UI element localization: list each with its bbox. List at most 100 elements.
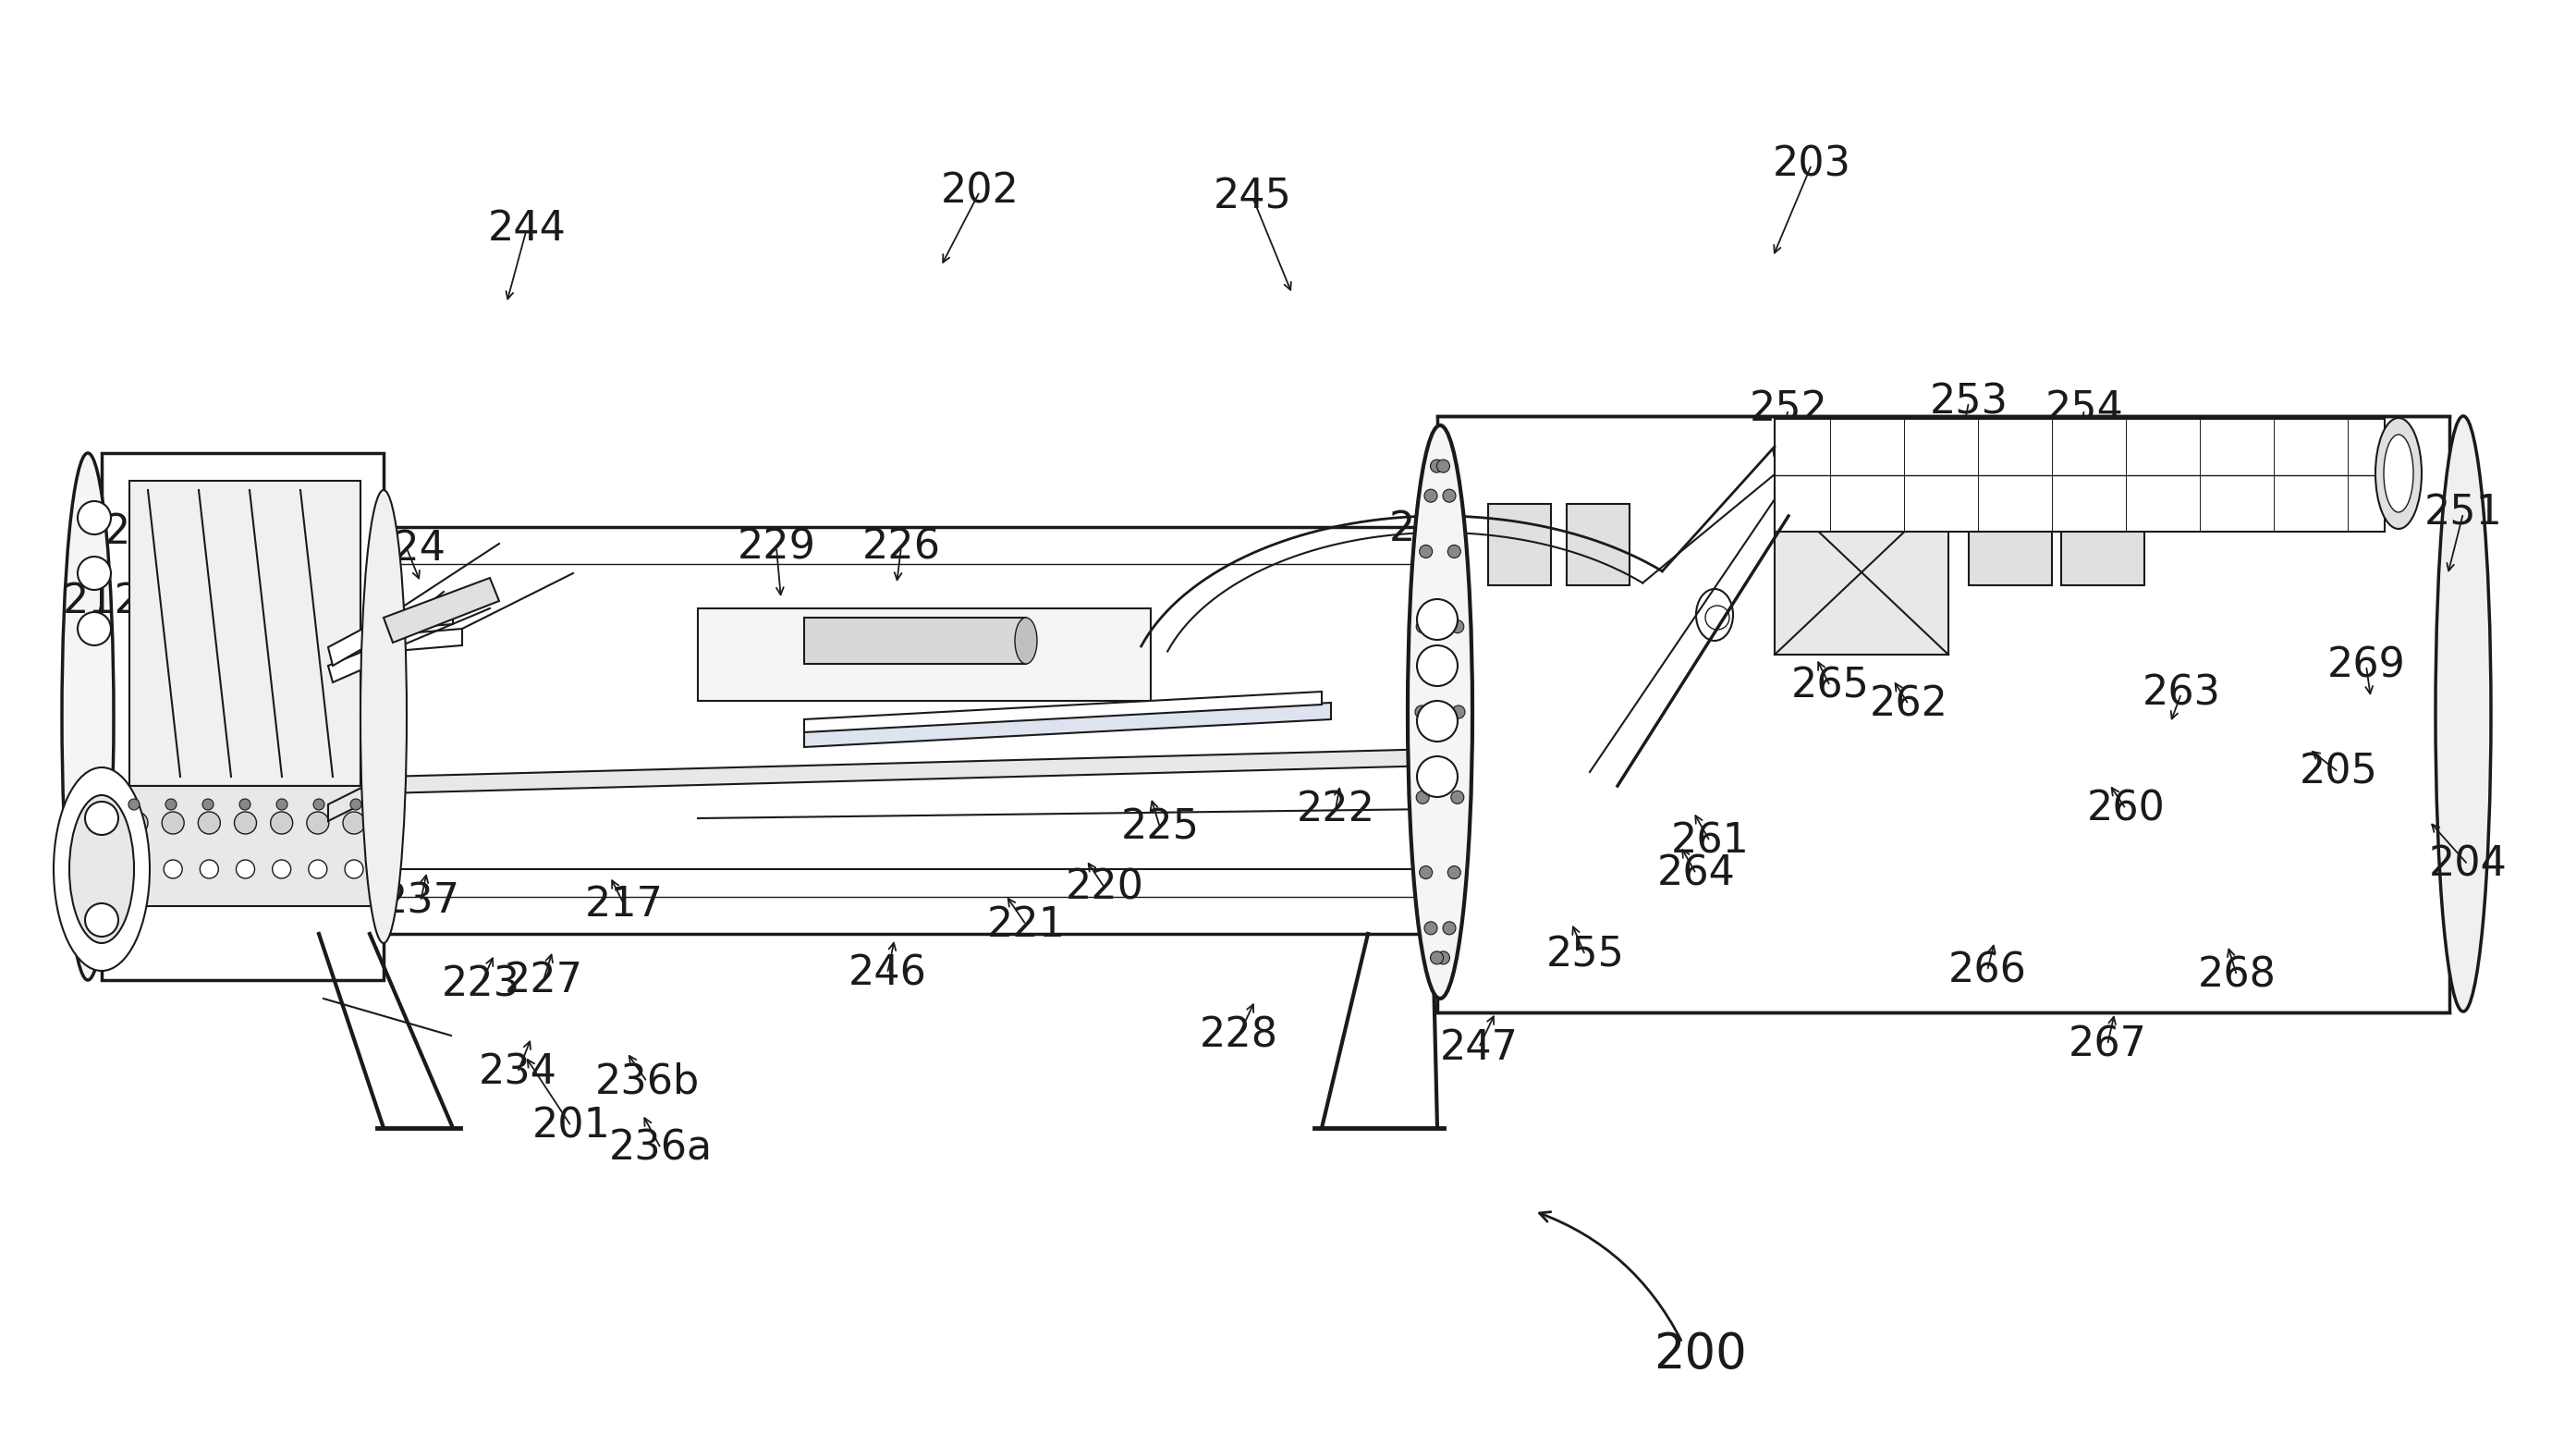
- Polygon shape: [384, 527, 1437, 933]
- Text: 228: 228: [1200, 1016, 1278, 1055]
- Ellipse shape: [1425, 489, 1437, 502]
- Ellipse shape: [201, 860, 219, 878]
- Ellipse shape: [1448, 865, 1461, 878]
- Ellipse shape: [204, 799, 214, 810]
- Ellipse shape: [77, 612, 111, 645]
- Text: 263: 263: [2143, 673, 2221, 713]
- Ellipse shape: [126, 812, 147, 833]
- Ellipse shape: [54, 767, 149, 971]
- Ellipse shape: [1453, 706, 1466, 718]
- Polygon shape: [1775, 418, 2385, 531]
- Ellipse shape: [85, 802, 118, 835]
- Ellipse shape: [1425, 922, 1437, 935]
- Ellipse shape: [314, 799, 325, 810]
- Text: 224: 224: [368, 528, 446, 569]
- Ellipse shape: [237, 860, 255, 878]
- Text: 244: 244: [487, 208, 567, 249]
- Ellipse shape: [129, 860, 147, 878]
- Ellipse shape: [1417, 792, 1430, 803]
- Ellipse shape: [1417, 599, 1458, 640]
- Ellipse shape: [1443, 489, 1455, 502]
- Ellipse shape: [240, 799, 250, 810]
- Polygon shape: [804, 692, 1321, 732]
- Text: 252: 252: [1749, 389, 1829, 430]
- Polygon shape: [1775, 491, 1947, 654]
- Ellipse shape: [234, 812, 258, 833]
- Text: 225: 225: [1121, 807, 1200, 848]
- Text: 236a: 236a: [608, 1129, 714, 1168]
- Ellipse shape: [1443, 922, 1455, 935]
- Text: 202: 202: [940, 172, 1020, 211]
- Text: 255: 255: [1546, 935, 1625, 975]
- Text: 210: 210: [178, 757, 258, 796]
- Polygon shape: [1489, 504, 1551, 585]
- Ellipse shape: [273, 860, 291, 878]
- Text: 237: 237: [381, 881, 461, 922]
- Ellipse shape: [361, 491, 407, 943]
- Ellipse shape: [2383, 434, 2414, 512]
- Ellipse shape: [165, 799, 178, 810]
- Polygon shape: [327, 629, 461, 683]
- Ellipse shape: [165, 860, 183, 878]
- Polygon shape: [1437, 417, 2450, 1013]
- Text: 265: 265: [1790, 666, 1870, 706]
- Ellipse shape: [270, 812, 294, 833]
- Polygon shape: [804, 703, 1332, 747]
- Polygon shape: [327, 606, 453, 666]
- Text: 211: 211: [103, 512, 183, 551]
- Ellipse shape: [1417, 757, 1458, 797]
- Ellipse shape: [1437, 951, 1450, 964]
- Polygon shape: [118, 786, 374, 906]
- Ellipse shape: [129, 799, 139, 810]
- Polygon shape: [384, 577, 500, 642]
- Text: 212: 212: [62, 582, 142, 621]
- Ellipse shape: [1448, 546, 1461, 559]
- Text: 222: 222: [1296, 789, 1376, 829]
- Text: 267: 267: [2069, 1024, 2146, 1065]
- Text: 234: 234: [479, 1052, 556, 1092]
- Text: 269: 269: [2326, 645, 2406, 686]
- Ellipse shape: [309, 860, 327, 878]
- Text: 247: 247: [1440, 1027, 1517, 1068]
- Ellipse shape: [1015, 618, 1038, 664]
- Text: 262: 262: [211, 502, 289, 543]
- Polygon shape: [129, 480, 361, 786]
- Polygon shape: [1566, 504, 1631, 585]
- Ellipse shape: [1414, 706, 1427, 718]
- Text: 217: 217: [585, 884, 662, 925]
- Text: 201: 201: [533, 1107, 611, 1146]
- Text: 203: 203: [1772, 145, 1852, 184]
- Text: 229: 229: [737, 528, 817, 567]
- Ellipse shape: [345, 860, 363, 878]
- Ellipse shape: [70, 796, 134, 943]
- Ellipse shape: [2434, 417, 2491, 1011]
- Text: 262: 262: [1870, 684, 1947, 725]
- Ellipse shape: [1450, 621, 1463, 632]
- Ellipse shape: [1705, 606, 1728, 629]
- Ellipse shape: [1417, 621, 1430, 632]
- Text: 226: 226: [863, 528, 940, 567]
- Text: 261: 261: [162, 845, 240, 884]
- Text: 266: 266: [1947, 951, 2027, 991]
- Ellipse shape: [162, 812, 183, 833]
- Text: 254: 254: [2045, 389, 2123, 430]
- Ellipse shape: [276, 799, 289, 810]
- Ellipse shape: [1430, 951, 1443, 964]
- Text: 264: 264: [1656, 854, 1736, 894]
- Text: 253: 253: [1929, 382, 2009, 423]
- Polygon shape: [698, 608, 1151, 700]
- Ellipse shape: [350, 799, 361, 810]
- Text: 200: 200: [1654, 1330, 1747, 1379]
- Ellipse shape: [85, 903, 118, 936]
- Text: 227: 227: [505, 961, 582, 1000]
- Ellipse shape: [198, 812, 222, 833]
- Ellipse shape: [77, 501, 111, 534]
- Ellipse shape: [1419, 546, 1432, 559]
- Text: 268: 268: [2197, 955, 2277, 996]
- Polygon shape: [804, 618, 1025, 664]
- Text: 250: 250: [1388, 509, 1468, 550]
- Polygon shape: [1968, 504, 2053, 585]
- Text: 236b: 236b: [595, 1062, 698, 1101]
- Ellipse shape: [62, 453, 113, 980]
- Text: 220: 220: [1066, 868, 1144, 907]
